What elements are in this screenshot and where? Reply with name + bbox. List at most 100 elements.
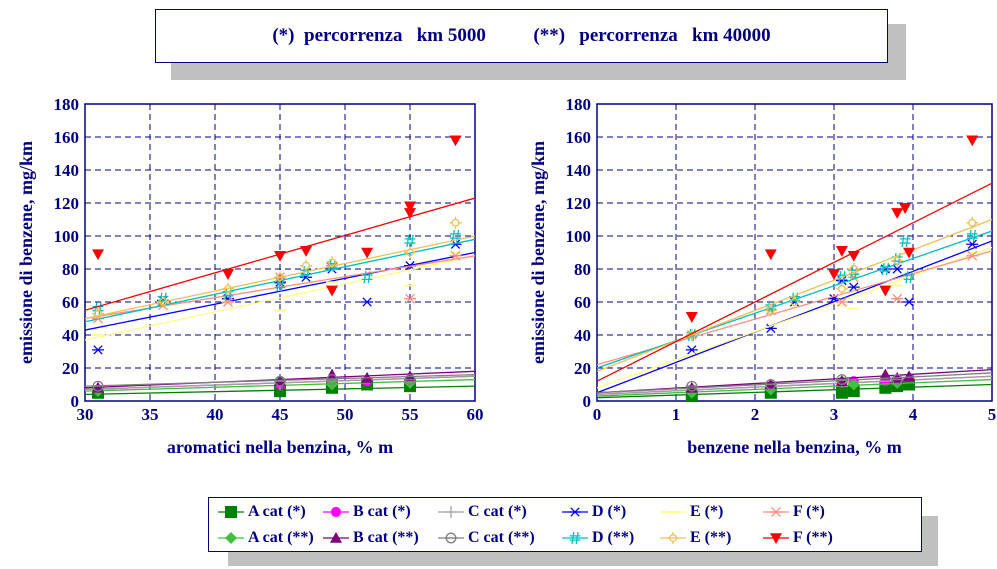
data-point: [222, 269, 234, 280]
trend-line: [85, 255, 475, 341]
data-point: [836, 271, 848, 284]
triangle-icon: [323, 532, 349, 543]
legend-label: C cat (*): [468, 503, 527, 520]
y-axis-label: emissione di benzene, mg/km: [528, 141, 548, 364]
y-tick-label: 0: [71, 392, 80, 411]
y-tick-label: 120: [54, 194, 80, 213]
y-tick-label: 140: [566, 161, 592, 180]
data-point: [92, 249, 104, 261]
legend-label: F (**): [793, 529, 833, 546]
data-point: [449, 135, 462, 147]
data-point: [847, 378, 860, 391]
x-tick-label: 45: [272, 405, 289, 424]
data-point: [966, 229, 978, 243]
chart-1: 30 35 40 45 50 55 60 0 20 40 60 80 100 120 140 160 180 ar…: [16, 95, 484, 457]
series-4: [597, 239, 992, 394]
y-tick-label: 160: [566, 128, 592, 147]
y-tick-label: 180: [566, 95, 592, 114]
series-11: [597, 216, 992, 372]
data-point: [274, 375, 286, 387]
legend-label: B cat (**): [353, 529, 419, 546]
trend-line: [597, 230, 992, 369]
data-point: [966, 135, 979, 147]
y-tick-label: 180: [54, 95, 80, 114]
legend-label: D (*): [592, 503, 627, 520]
line-icon: [660, 511, 686, 513]
legend-label: F (*): [793, 503, 825, 520]
data-point: [685, 380, 698, 392]
y-tick-label: 100: [54, 227, 80, 246]
series-3: [597, 373, 992, 396]
data-point: [274, 271, 286, 284]
data-point: [764, 379, 777, 390]
data-point: [404, 370, 416, 382]
series-9: [85, 373, 475, 392]
data-point: [835, 297, 848, 307]
data-point: [404, 208, 416, 219]
data-point: [404, 374, 416, 386]
data-point: [879, 285, 892, 297]
legend-item-8: B cat (**): [322, 527, 419, 549]
data-point: [686, 328, 698, 342]
data-point: [903, 271, 915, 284]
data-point: [903, 370, 916, 382]
data-point: [891, 293, 904, 304]
circle-line-icon: [438, 532, 464, 544]
x-tick-label: 1: [672, 405, 681, 424]
y-axis-label: emissione di benzene, mg/km: [16, 141, 36, 364]
legend-label: D (**): [592, 529, 635, 546]
legend-label: A cat (*): [248, 503, 306, 520]
legend-item-2: B cat (*): [322, 501, 411, 523]
series-9: [597, 372, 992, 394]
series-12: [597, 135, 992, 382]
data-point: [966, 250, 979, 261]
sun-icon: [660, 532, 686, 544]
data-point: [891, 208, 904, 219]
x-tick-label: 40: [207, 405, 224, 424]
data-point: [835, 374, 848, 386]
plus-icon: [438, 506, 464, 518]
data-point: [157, 296, 169, 308]
x-tick-label: 2: [751, 405, 760, 424]
data-point: [92, 345, 104, 355]
series-8: [597, 368, 992, 394]
x-tick-label: 4: [909, 405, 918, 424]
legend-item-4: D (*): [561, 501, 626, 523]
data-point: [764, 304, 777, 317]
data-point: [899, 203, 912, 214]
data-point: [835, 246, 848, 257]
data-point: [835, 386, 848, 399]
hash-icon: [562, 531, 588, 545]
trend-line: [597, 240, 992, 394]
y-tick-label: 120: [566, 194, 592, 213]
data-point: [450, 229, 461, 243]
legend-label: E (*): [690, 503, 724, 520]
chart-2: 0 1 2 3 4 5 0 20 40 60 80 100 120 140 160 180 benzene ne…: [528, 95, 996, 457]
legend-item-9: C cat (**): [437, 527, 535, 549]
x-tick-label: 35: [142, 405, 159, 424]
y-tick-label: 60: [574, 293, 591, 312]
data-point: [300, 259, 312, 272]
x-tick-label: 50: [337, 405, 354, 424]
trend-line: [597, 372, 992, 394]
legend-label: C cat (**): [468, 529, 535, 546]
data-point: [222, 282, 234, 295]
data-point: [685, 312, 698, 323]
data-point: [847, 251, 860, 262]
y-tick-label: 80: [574, 260, 591, 279]
trend-line: [597, 182, 992, 382]
legend: A cat (*) B cat (*) C cat (*) D (*) E (*) F (…: [208, 497, 922, 552]
data-point: [449, 216, 462, 229]
data-point: [879, 262, 891, 276]
data-point: [879, 368, 892, 380]
circle-icon: [323, 506, 349, 518]
x-tick-label: 3: [830, 405, 839, 424]
x-axis-label: aromatici nella benzina, % m: [167, 437, 393, 457]
data-point: [404, 234, 416, 248]
trend-line: [597, 378, 992, 397]
data-point: [788, 296, 801, 308]
legend-label: B cat (*): [353, 503, 411, 520]
data-point: [404, 293, 416, 304]
y-tick-label: 80: [62, 260, 79, 279]
data-point: [847, 263, 860, 275]
